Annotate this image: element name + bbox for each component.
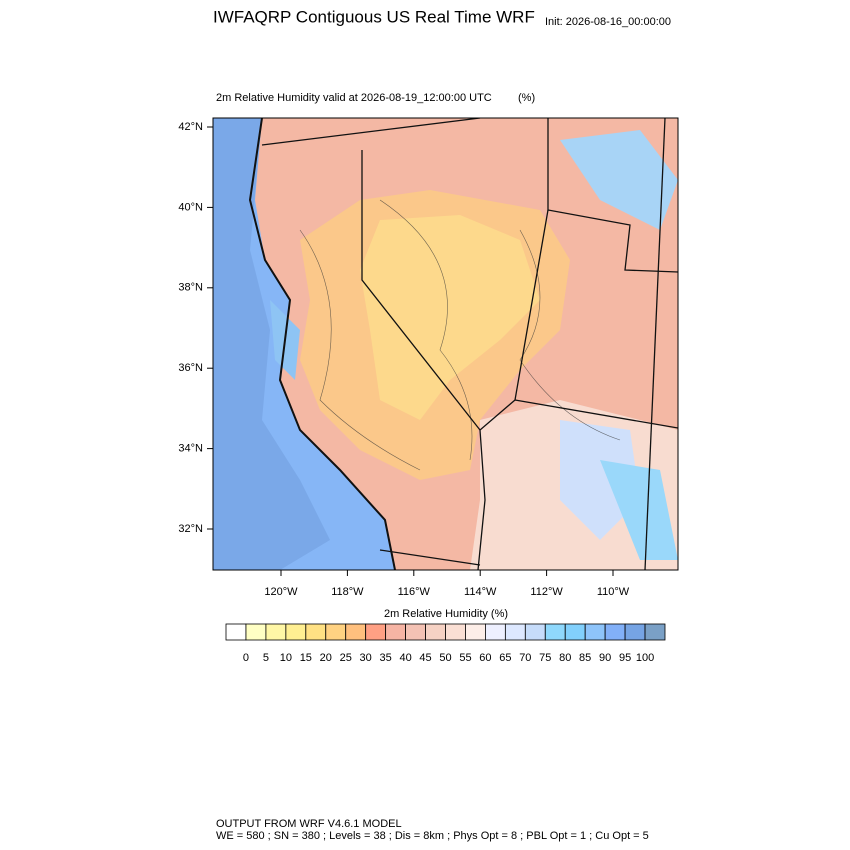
colorbar-box xyxy=(485,623,506,641)
driest-region xyxy=(360,215,540,420)
colorbar-label: 60 xyxy=(479,652,491,664)
lat-label: 40°N xyxy=(178,201,203,213)
moist-patch xyxy=(560,130,678,230)
colorbar-box xyxy=(245,623,267,641)
units: (%) xyxy=(518,92,535,104)
colorbar-label: 20 xyxy=(320,652,332,664)
colorbar-label: 75 xyxy=(539,652,551,664)
footer-line: WE = 580 ; SN = 380 ; Levels = 38 ; Dis … xyxy=(216,830,649,842)
colorbar-box xyxy=(564,623,586,641)
colorbar-label: 35 xyxy=(380,652,392,664)
colorbar-box xyxy=(385,623,406,641)
moist-patch xyxy=(600,460,678,560)
colorbar-label: 30 xyxy=(360,652,372,664)
colorbar-label: 40 xyxy=(399,652,411,664)
lon-label: 120°W xyxy=(264,586,298,598)
colorbar-label: 90 xyxy=(599,652,611,664)
colorbar-label: 55 xyxy=(459,652,471,664)
colorbar-box xyxy=(584,623,606,641)
lon-label: 112°W xyxy=(530,586,563,598)
lon-label: 110°W xyxy=(597,586,630,598)
colorbar-box xyxy=(225,623,247,641)
colorbar-box xyxy=(365,623,387,641)
colorbar-box xyxy=(604,623,626,641)
colorbar-title: 2m Relative Humidity (%) xyxy=(384,608,508,620)
colorbar-box xyxy=(504,623,526,641)
colorbar-box xyxy=(265,623,287,641)
colorbar-box xyxy=(544,623,566,641)
lat-label: 32°N xyxy=(178,523,203,535)
colorbar-label: 100 xyxy=(636,652,654,664)
colorbar-label: 85 xyxy=(579,652,591,664)
colorbar-box xyxy=(305,623,327,641)
lat-labels: 42°N 40°N 38°N 36°N 34°N 32°N xyxy=(178,121,213,535)
ocean-offshore xyxy=(213,118,330,570)
colorbar-label: 80 xyxy=(559,652,571,664)
colorbar-label: 15 xyxy=(300,652,312,664)
colorbar-box xyxy=(425,623,446,641)
lat-label: 36°N xyxy=(178,362,203,374)
colorbar-box xyxy=(405,623,426,641)
title: IWFAQRP Contiguous US Real Time WRF xyxy=(213,7,535,26)
footer-line: OUTPUT FROM WRF V4.6.1 MODEL xyxy=(216,818,402,830)
colorbar-box xyxy=(445,623,466,641)
colorbar-label: 5 xyxy=(263,652,269,664)
colorbar-label: 10 xyxy=(280,652,292,664)
map xyxy=(212,117,679,571)
lat-label: 38°N xyxy=(178,282,203,294)
init-time: Init: 2026-08-16_00:00:00 xyxy=(545,16,671,28)
colorbar-box xyxy=(285,623,307,641)
colorbar-box xyxy=(624,623,646,641)
colorbar-label: 65 xyxy=(499,652,511,664)
colorbar-box xyxy=(524,623,546,641)
lon-label: 116°W xyxy=(398,586,431,598)
colorbar-box xyxy=(644,623,666,641)
colorbar-box xyxy=(325,623,347,641)
colorbar-label: 70 xyxy=(519,652,531,664)
colorbar-label: 0 xyxy=(243,652,249,664)
colorbar-label: 95 xyxy=(619,652,631,664)
lon-labels: 120°W 118°W 116°W 114°W 112°W 110°W xyxy=(264,570,630,598)
colorbar: 0 5 10 15 20 25 30 35 40 45 50 55 60 65 70 75 80 85 90 95 10… xyxy=(225,623,666,664)
lat-label: 42°N xyxy=(178,121,203,133)
colorbar-box xyxy=(345,623,367,641)
lon-label: 118°W xyxy=(331,586,364,598)
colorbar-label: 45 xyxy=(419,652,431,664)
lat-label: 34°N xyxy=(178,443,203,455)
colorbar-label: 50 xyxy=(439,652,451,664)
map-frame xyxy=(212,117,679,571)
colorbar-label: 25 xyxy=(340,652,352,664)
colorbar-box xyxy=(465,623,486,641)
lon-label: 114°W xyxy=(464,586,497,598)
subtitle: 2m Relative Humidity valid at 2026-08-19… xyxy=(216,92,492,104)
